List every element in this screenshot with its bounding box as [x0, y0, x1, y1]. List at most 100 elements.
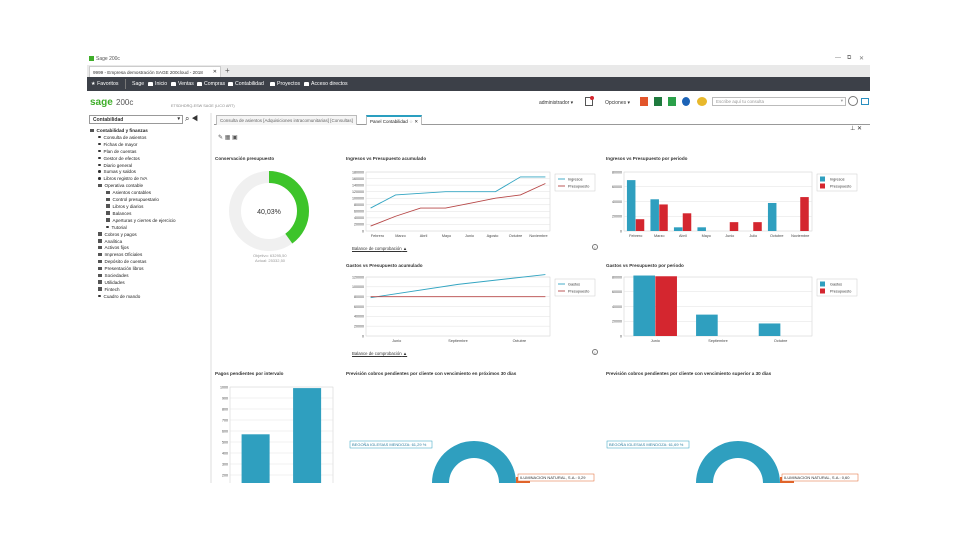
- tree-item[interactable]: Depósito de cuentas: [90, 259, 176, 266]
- edit-icon[interactable]: ✎: [218, 135, 224, 141]
- x-tick-label: Junio: [392, 339, 401, 343]
- search-icon[interactable]: [848, 96, 858, 106]
- menu-contabilidad[interactable]: Contabilidad: [228, 81, 264, 87]
- tree-item[interactable]: Asientos contables: [90, 190, 176, 197]
- bar: [650, 199, 659, 231]
- search-icon[interactable]: ⌕: [185, 114, 190, 123]
- messages-icon[interactable]: [585, 97, 593, 106]
- tree-item[interactable]: Tutorial: [90, 225, 176, 232]
- info-icon[interactable]: i: [592, 349, 598, 355]
- new-tab-icon[interactable]: +: [225, 66, 230, 75]
- y-tick-label: 20000: [612, 320, 622, 324]
- bar: [729, 222, 739, 231]
- pagos-chart: 01002003004005006007008009001000: [220, 385, 334, 483]
- x-tick-label: Septiembre: [448, 339, 467, 343]
- panel-pin-icon[interactable]: ⊥ ✕: [850, 126, 862, 132]
- tree-item[interactable]: Diario general: [90, 163, 176, 170]
- favorites-menu[interactable]: ★ Favoritos: [91, 81, 118, 87]
- favorites-label: Favoritos: [97, 81, 119, 87]
- office-icon[interactable]: [640, 97, 648, 106]
- bullet-icon: [98, 156, 101, 160]
- excel-icon[interactable]: [654, 97, 662, 106]
- tree-item[interactable]: Gestor de efectos: [90, 156, 176, 163]
- tree-item[interactable]: Cuadro de mando: [90, 294, 176, 301]
- chevron-down-icon[interactable]: ▾: [840, 98, 843, 103]
- menu-accesos[interactable]: Acceso directos: [304, 81, 348, 87]
- tree-item[interactable]: Activos fijos: [90, 245, 176, 252]
- bullet-icon: [98, 142, 101, 146]
- x-tick-label: Julio: [749, 234, 757, 238]
- menu-proyectos-label: Proyectos: [277, 81, 301, 87]
- tree-item-label: Analítica: [104, 238, 123, 244]
- tree-item[interactable]: Sumas y saldos: [90, 169, 176, 176]
- close-tab-icon[interactable]: ✕: [212, 69, 217, 75]
- brand-logo: sage: [90, 97, 113, 108]
- tab-panel-contabilidad[interactable]: Panel Contabilidad ☆ ✕: [366, 115, 423, 125]
- tree-item[interactable]: Presentación libros: [90, 266, 176, 273]
- cobros-sup-title: Previsión cobros pendientes por cliente …: [606, 371, 772, 376]
- gauge-arc: [229, 171, 309, 251]
- balance-link[interactable]: Balance de comprobación ▲: [352, 246, 407, 251]
- favorite-star-icon[interactable]: ☆: [409, 119, 414, 124]
- sage-assistant-icon[interactable]: [697, 97, 707, 106]
- tree-item[interactable]: Control presupuestario: [90, 197, 176, 204]
- search-input[interactable]: Escribe aquí tu consulta ▾: [712, 97, 846, 106]
- tree-item[interactable]: Impresos Oficiales: [90, 252, 176, 259]
- tree-item[interactable]: Plan de cuentas: [90, 149, 176, 156]
- tab-consulta-asientos[interactable]: Consulta de asientos [Adquisiciones intr…: [216, 115, 357, 125]
- tree-item[interactable]: Aperturas y cierres de ejercicio: [90, 218, 176, 225]
- menu-ventas[interactable]: Ventas: [171, 81, 194, 87]
- close-tab-icon[interactable]: ✕: [414, 119, 419, 124]
- menu-proyectos[interactable]: Proyectos: [270, 81, 300, 87]
- info-icon[interactable]: i: [592, 244, 598, 250]
- tree-item[interactable]: Balances: [90, 211, 176, 218]
- sheet-icon[interactable]: [668, 97, 676, 106]
- bar: [635, 219, 645, 231]
- menu-sage[interactable]: Sage: [132, 81, 144, 87]
- tree-item[interactable]: Sociedades: [90, 273, 176, 280]
- minimize-icon[interactable]: —: [835, 55, 841, 61]
- user-menu[interactable]: administrador ▾: [539, 100, 574, 106]
- label-box: [349, 440, 433, 449]
- tree-item[interactable]: Cobros y pagos: [90, 232, 176, 239]
- tree-item[interactable]: Operativa contable: [90, 183, 176, 190]
- balance-link[interactable]: Balance de comprobación ▲: [352, 351, 407, 356]
- y-tick-label: 60000: [612, 290, 622, 294]
- close-window-icon[interactable]: ✕: [859, 56, 865, 62]
- ingresos-periodo-chart: 0 20000 40000 60000 80000 Febrero Marzo Abril Ma…: [612, 170, 858, 238]
- tree-item-label: Impresos Oficiales: [104, 252, 143, 258]
- tree-item[interactable]: Fichas de mayor: [90, 142, 176, 149]
- restore-icon[interactable]: ⧉: [847, 55, 852, 61]
- save-icon[interactable]: ▣: [232, 135, 238, 141]
- module-selector[interactable]: Contabilidad ▾: [89, 115, 183, 124]
- tree-item[interactable]: Libros y diarios: [90, 204, 176, 211]
- expand-icon: [98, 239, 102, 243]
- x-tick-label: Marzo: [654, 234, 665, 238]
- chevron-down-icon: ▾: [177, 116, 180, 122]
- donut-slice-begona: [696, 441, 780, 483]
- balance-link-label: Balance de comprobación: [352, 351, 402, 356]
- y-tick-label: 0: [620, 334, 622, 338]
- collapse-sidebar-icon[interactable]: ◀: [191, 114, 199, 123]
- y-tick-label: 180000: [352, 170, 364, 174]
- tree-item[interactable]: Analítica: [90, 239, 176, 246]
- menu-inicio[interactable]: Inicio: [148, 81, 167, 87]
- tree-item[interactable]: Contabilidad y finanzas: [90, 128, 176, 135]
- sidebar-splitter[interactable]: [210, 113, 212, 483]
- options-menu[interactable]: Opciones ▾: [605, 100, 631, 106]
- tree-item[interactable]: Libros registro de IVA: [90, 176, 176, 183]
- legend-label: Presupuesto: [830, 184, 851, 188]
- tree-item[interactable]: Utilidades: [90, 280, 176, 287]
- menu-compras-label: Compras: [204, 81, 226, 87]
- grid-icon[interactable]: ▦: [224, 135, 231, 141]
- company-tab[interactable]: 9999 - Empresa demostración SAGE 200clou…: [89, 66, 221, 77]
- settings-gear-icon[interactable]: [682, 97, 690, 106]
- help-icon[interactable]: [861, 98, 869, 105]
- tree-item-label: Control presupuestario: [112, 197, 159, 203]
- tree-item[interactable]: Fintech: [90, 287, 176, 294]
- app-logo-icon: [89, 56, 94, 61]
- tree-item[interactable]: Consulta de asientos: [90, 135, 176, 142]
- bullet-icon: [98, 135, 101, 139]
- search-placeholder: Escribe aquí tu consulta: [716, 99, 765, 104]
- menu-compras[interactable]: Compras: [197, 81, 225, 87]
